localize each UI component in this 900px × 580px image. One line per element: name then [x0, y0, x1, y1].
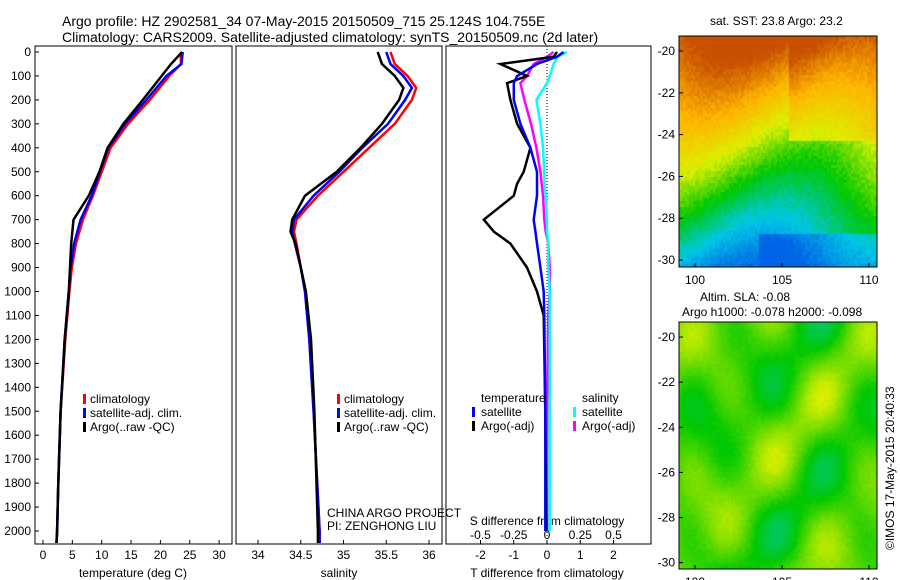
map-x-tick-label: 100: [685, 273, 705, 287]
legend-swatch: [573, 421, 576, 431]
temp-axis-label: temperature (deg C): [79, 566, 187, 580]
map-y-tick-label: -30: [658, 253, 676, 267]
legend-label: climatology: [90, 392, 150, 406]
tdiff-tick-label: 2: [610, 548, 617, 562]
y-tick-label: 300: [11, 117, 31, 131]
y-tick-label: 1700: [4, 452, 31, 466]
sal-tick-label: 35.5: [375, 548, 399, 562]
y-tick-label: 1500: [4, 404, 31, 418]
map-y-tick-label: -22: [658, 375, 676, 389]
temp-tick-label: 20: [154, 548, 168, 562]
y-tick-label: 1100: [5, 308, 31, 322]
map-y-tick-label: -26: [658, 169, 676, 183]
legend-swatch: [83, 422, 86, 432]
map-frame: [679, 322, 877, 569]
legend-label: Argo(..raw -QC): [90, 420, 175, 434]
temp-tick-label: 0: [40, 548, 47, 562]
legend-swatch: [337, 422, 340, 432]
map-x-tick-label: 110: [859, 575, 878, 580]
y-tick-label: 1300: [4, 356, 31, 370]
legend-title-temperature: temperature: [481, 391, 546, 405]
legend-swatch: [573, 407, 576, 417]
temp-tick-label: 15: [124, 548, 138, 562]
tdiff-tick-label: -2: [475, 548, 486, 562]
map-y-tick-label: -20: [658, 44, 676, 58]
map-y-tick-label: -26: [658, 465, 676, 479]
y-tick-label: 800: [11, 237, 31, 251]
legend-swatch: [337, 408, 340, 418]
temperature-line-2: [57, 52, 183, 543]
y-tick-label: 400: [11, 141, 31, 155]
salinity-line-0: [294, 52, 416, 543]
legend-label: Argo(-adj): [582, 419, 635, 433]
panel-frame-1: [236, 46, 442, 544]
legend-swatch: [472, 421, 475, 431]
y-tick-label: 1600: [4, 428, 31, 442]
tdiff-axis-label: T difference from climatology: [470, 566, 624, 580]
panel-frame-0: [35, 46, 232, 544]
temp-tick-label: 25: [183, 548, 197, 562]
y-tick-label: 100: [11, 69, 31, 83]
y-tick-label: 1800: [4, 476, 31, 490]
y-tick-label: 500: [11, 165, 31, 179]
temp-tick-label: 10: [95, 548, 109, 562]
map-y-tick-label: -24: [658, 420, 676, 434]
y-tick-label: 1200: [4, 332, 31, 346]
sal-tick-label: 34.5: [289, 548, 313, 562]
sdiff-tick-label: 0.5: [605, 528, 622, 542]
legend-title-salinity: salinity: [582, 391, 619, 405]
map-y-tick-label: -24: [658, 128, 676, 142]
legend-label: climatology: [344, 392, 404, 406]
map-y-tick-label: -28: [658, 211, 676, 225]
legend-label: Argo(..raw -QC): [344, 420, 429, 434]
y-tick-label: 200: [11, 93, 31, 107]
sdiff-tick-label: -0.5: [470, 528, 491, 542]
map-y-tick-label: -22: [658, 86, 676, 100]
y-tick-label: 1900: [4, 500, 31, 514]
legend-label: satellite: [582, 405, 623, 419]
map-x-tick-label: 100: [685, 575, 705, 580]
map-y-tick-label: -28: [658, 511, 676, 525]
y-tick-label: 2000: [4, 524, 31, 538]
legend-label: satellite: [481, 405, 522, 419]
legend-swatch: [83, 394, 86, 404]
sal-tick-label: 35: [337, 548, 351, 562]
y-tick-label: 1400: [4, 380, 31, 394]
sdiff-tick-label: -0.25: [500, 528, 528, 542]
tdiff-tick-label: -1: [508, 548, 519, 562]
y-tick-label: 600: [11, 189, 31, 203]
temperature-line-0: [57, 52, 181, 543]
map-y-tick-label: -20: [658, 330, 676, 344]
sal-tick-label: 36: [422, 548, 436, 562]
temperature-line-1: [57, 52, 183, 543]
legend-swatch: [472, 407, 475, 417]
t-satellite-line: [514, 52, 564, 531]
argo-profile-figure: { "title_line1":"Argo profile: HZ 290258…: [0, 0, 900, 580]
tdiff-tick-label: 0: [544, 548, 551, 562]
tdiff-tick-label: 1: [577, 548, 584, 562]
sal-tick-label: 34: [251, 548, 265, 562]
sal-axis-label: salinity: [321, 566, 358, 580]
map-x-tick-label: 110: [859, 273, 878, 287]
temp-tick-label: 30: [212, 548, 226, 562]
map-x-tick-label: 105: [772, 575, 792, 580]
y-tick-label: 700: [11, 213, 31, 227]
legend-label: satellite-adj. clim.: [90, 406, 182, 420]
plot-svg: 0100200300400500600700800900100011001200…: [0, 0, 900, 580]
legend-swatch: [83, 408, 86, 418]
map-frame: [679, 36, 877, 267]
y-tick-label: 900: [11, 261, 31, 275]
s-satellite-line: [536, 52, 567, 531]
map-y-tick-label: -30: [658, 556, 676, 570]
legend-label: Argo(-adj): [481, 419, 534, 433]
sdiff-tick-label: 0.25: [569, 528, 593, 542]
map-x-tick-label: 105: [772, 273, 792, 287]
y-tick-label: 1000: [4, 285, 31, 299]
legend-swatch: [337, 394, 340, 404]
legend-label: satellite-adj. clim.: [344, 406, 436, 420]
y-tick-label: 0: [24, 45, 31, 59]
temp-tick-label: 5: [69, 548, 76, 562]
